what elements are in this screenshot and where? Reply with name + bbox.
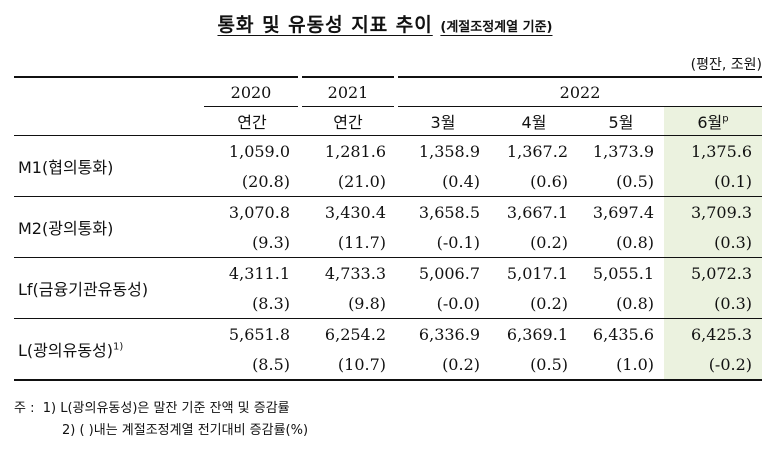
value-cell: 6,425.3 (664, 318, 763, 349)
value-cell: 5,055.1 (592, 263, 654, 283)
change-cell: (-0.2) (664, 349, 763, 381)
header-period: 3월 (396, 106, 490, 136)
header-year-2021: 2021 (298, 76, 396, 107)
change-cell: (0.3) (664, 288, 763, 319)
change-cell: (0.2) (396, 349, 490, 381)
value-cell: 3,697.4 (592, 202, 654, 222)
change-cell: (0.2) (490, 288, 578, 319)
change-cell: (10.7) (300, 349, 396, 381)
header-period: 연간 (300, 106, 396, 136)
header-period-row: 연간 연간 3월 4월 5월 6월p (14, 106, 763, 136)
table-row: M2(광의통화) 3,070.8 3,430.4 3,658.5 3,667.1 3,69… (14, 196, 763, 258)
value-cell: 1,281.6 (324, 141, 386, 161)
table-row: (20.8) (21.0) (0.4) (0.6) (0.5) (0.1) (14, 166, 763, 197)
change-cell: (0.8) (578, 227, 664, 258)
change-cell: (9.8) (300, 288, 396, 319)
value-cell: 1,373.9 (592, 141, 654, 161)
preliminary-mark: p (722, 113, 729, 125)
change-cell: (8.5) (204, 349, 300, 381)
change-cell: (21.0) (300, 166, 396, 197)
change-cell: (-0.0) (396, 288, 490, 319)
header-period: 연간 (204, 106, 300, 136)
value-cell: 1,375.6 (664, 135, 763, 166)
change-cell: (11.7) (300, 227, 396, 258)
header-period-june: 6월p (664, 106, 763, 136)
row-label: L(광의유동성)1) (14, 318, 204, 381)
table-row: (8.3) (9.8) (-0.0) (0.2) (0.8) (0.3) (14, 288, 763, 319)
change-cell: (0.8) (578, 288, 664, 319)
value-cell: 3,658.5 (418, 202, 480, 222)
value-cell: 1,358.9 (418, 141, 480, 161)
change-cell: (0.1) (664, 166, 763, 197)
header-year-2020: 2020 (204, 76, 300, 107)
change-cell: (0.6) (490, 166, 578, 197)
header-period: 4월 (490, 106, 578, 136)
table-row: (9.3) (11.7) (-0.1) (0.2) (0.8) (0.3) (14, 227, 763, 258)
change-cell: (0.2) (490, 227, 578, 258)
monetary-indicator-table: 2020 2021 2022 연간 연간 3월 4월 5월 6월p M1(협의통… (14, 76, 763, 381)
header-year-row: 2020 2021 2022 (14, 76, 763, 107)
table-title: 통화 및 유동성 지표 추이 (계절조정계열 기준) (0, 10, 770, 37)
table-row: M1(협의통화) 1,059.0 1,281.6 1,358.9 1,367.2 1,37… (14, 135, 763, 197)
value-cell: 3,667.1 (506, 202, 568, 222)
change-cell: (0.5) (578, 166, 664, 197)
row-label: M2(광의통화) (14, 196, 204, 258)
row-label: M1(협의통화) (14, 135, 204, 197)
value-cell: 5,006.7 (418, 263, 480, 283)
change-cell: (9.3) (204, 227, 300, 258)
header-year-2022: 2022 (393, 76, 763, 107)
change-cell: (0.5) (490, 349, 578, 381)
change-cell: (0.3) (664, 227, 763, 258)
value-cell: 4,733.3 (324, 263, 386, 283)
change-cell: (1.0) (578, 349, 664, 381)
value-cell: 5,072.3 (664, 257, 763, 288)
header-period: 6월 (697, 113, 723, 132)
change-cell: (20.8) (204, 166, 300, 197)
value-cell: 5,017.1 (506, 263, 568, 283)
unit-note: (평잔, 조원) (690, 57, 762, 73)
table-row: L(광의유동성)1) 5,651.8 6,254.2 6,336.9 6,369.1 6,… (14, 318, 763, 381)
change-cell: (0.4) (396, 166, 490, 197)
footnotes: 주 : 1) L(광의유동성)은 말잔 기준 잔액 및 증감률 2) ( )내는… (14, 398, 308, 442)
footnote-2: 2) ( )내는 계절조정계열 전기대비 증감률(%) (62, 423, 309, 438)
value-cell: 6,254.2 (324, 324, 386, 344)
value-cell: 6,435.6 (592, 324, 654, 344)
table-row: Lf(금융기관유동성) 4,311.1 4,733.3 5,006.7 5,017.1 5… (14, 257, 763, 319)
header-empty (14, 106, 204, 136)
value-cell: 6,336.9 (418, 324, 480, 344)
value-cell: 1,367.2 (506, 141, 568, 161)
value-cell: 1,059.0 (228, 141, 290, 161)
title-main: 통화 및 유동성 지표 추이 (217, 14, 433, 36)
table-row: (8.5) (10.7) (0.2) (0.5) (1.0) (-0.2) (14, 349, 763, 381)
value-cell: 4,311.1 (228, 263, 290, 283)
change-cell: (-0.1) (396, 227, 490, 258)
value-cell: 3,430.4 (324, 202, 386, 222)
row-label: Lf(금융기관유동성) (14, 257, 204, 319)
value-cell: 6,369.1 (506, 324, 568, 344)
value-cell: 3,070.8 (228, 202, 290, 222)
header-empty (14, 76, 204, 107)
title-sub: (계절조정계열 기준) (440, 20, 553, 35)
value-cell: 3,709.3 (664, 196, 763, 227)
header-period: 5월 (578, 106, 664, 136)
footnote-1: 주 : 1) L(광의유동성)은 말잔 기준 잔액 및 증감률 (14, 401, 290, 416)
value-cell: 5,651.8 (228, 324, 290, 344)
change-cell: (8.3) (204, 288, 300, 319)
